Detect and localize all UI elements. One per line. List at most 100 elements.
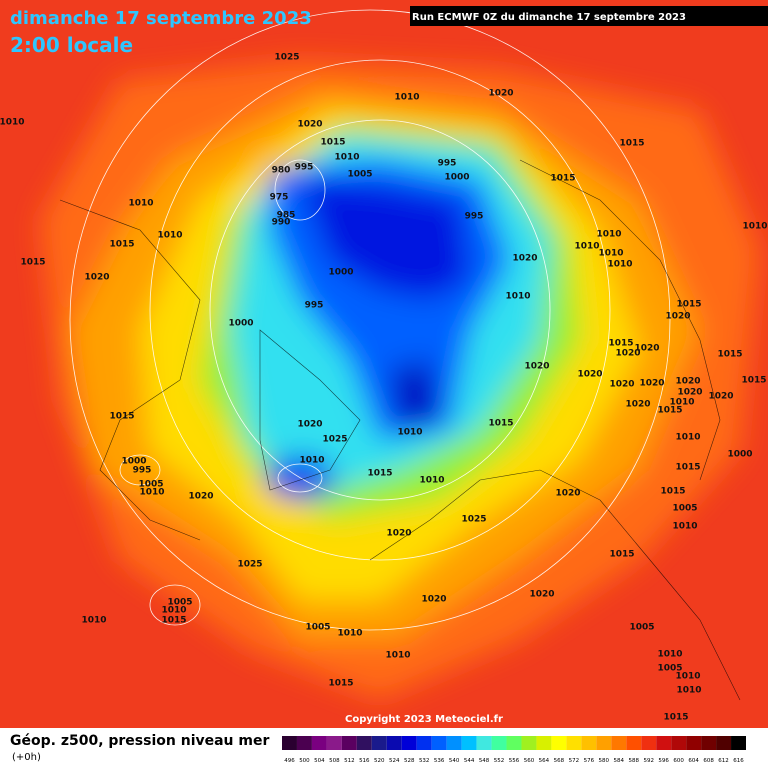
isobar-label: 1010 xyxy=(81,616,106,626)
run-label: Run ECMWF 0Z du dimanche 17 septembre 20… xyxy=(412,12,686,23)
isobar-label: 1015 xyxy=(609,550,634,560)
isobar-label: 1005 xyxy=(672,504,697,514)
isobar-label: 1015 xyxy=(109,412,134,422)
legend-value: 592 xyxy=(643,758,654,764)
isobar-label: 1025 xyxy=(237,560,262,570)
isobar-label: 1005 xyxy=(347,170,372,180)
isobar-label: 1020 xyxy=(297,120,322,130)
isobar-label: 1020 xyxy=(488,89,513,99)
date-title: dimanche 17 septembre 2023 xyxy=(10,8,312,29)
isobar-label: 1010 xyxy=(607,260,632,270)
isobar-label: 995 xyxy=(305,301,324,311)
legend-swatch xyxy=(386,736,402,750)
isobar-label: 990 xyxy=(272,218,291,228)
legend-swatch xyxy=(656,736,672,750)
isobar-label: 1005 xyxy=(305,623,330,633)
isobar-label: 1020 xyxy=(421,595,446,605)
isobar-label: 1015 xyxy=(657,406,682,416)
legend-swatch xyxy=(401,736,417,750)
legend-value: 548 xyxy=(479,758,490,764)
legend-swatch xyxy=(536,736,552,750)
isobar-label: 1020 xyxy=(84,273,109,283)
isobar-label: 1015 xyxy=(488,419,513,429)
legend-value: 552 xyxy=(494,758,505,764)
legend-value: 524 xyxy=(389,758,400,764)
legend-swatch xyxy=(641,736,657,750)
legend-value: 572 xyxy=(569,758,580,764)
isobar-label: 995 xyxy=(438,159,457,169)
legend-swatch xyxy=(566,736,582,750)
isobar-label: 1020 xyxy=(665,312,690,322)
isobar-label: 1020 xyxy=(529,590,554,600)
legend: 496 500 504 508 512 516 520 524 528 532 536 540 544 5… xyxy=(282,736,746,764)
isobar-label: 1015 xyxy=(20,258,45,268)
legend-value: 616 xyxy=(733,758,744,764)
isobar-label: 1015 xyxy=(619,139,644,149)
isobar-label: 1020 xyxy=(297,420,322,430)
isobar-label: 1010 xyxy=(394,93,419,103)
isobar-label: 1010 xyxy=(397,428,422,438)
legend-value: 596 xyxy=(658,758,669,764)
legend-swatch xyxy=(701,736,717,750)
isobar-label: 1010 xyxy=(742,222,767,232)
step-label: (+0h) xyxy=(12,752,41,763)
isobar-label: 1010 xyxy=(505,292,530,302)
legend-value: 568 xyxy=(554,758,565,764)
isobar-label: 1015 xyxy=(717,350,742,360)
legend-swatch xyxy=(611,736,627,750)
isobar-label: 1020 xyxy=(512,254,537,264)
isobar-label: 1010 xyxy=(669,398,694,408)
legend-value: 504 xyxy=(314,758,325,764)
isobar-label: 1000 xyxy=(121,457,146,467)
isobar-label: 995 xyxy=(295,163,314,173)
legend-value: 532 xyxy=(419,758,430,764)
legend-value: 540 xyxy=(449,758,460,764)
isobar-label: 995 xyxy=(465,212,484,222)
isobar-label: 1025 xyxy=(274,53,299,63)
legend-swatch xyxy=(551,736,567,750)
legend-swatch xyxy=(716,736,732,750)
isobar-label: 1015 xyxy=(663,713,688,723)
legend-swatch xyxy=(311,736,327,750)
legend-swatch xyxy=(671,736,687,750)
isobar-label: 1020 xyxy=(615,349,640,359)
isobar-label: 980 xyxy=(272,166,291,176)
legend-value: 608 xyxy=(703,758,714,764)
product-label: Géop. z500, pression niveau mer xyxy=(10,733,269,749)
isobar-label: 1015 xyxy=(320,138,345,148)
isobar-label: 1005 xyxy=(629,623,654,633)
legend-value: 544 xyxy=(464,758,475,764)
isobar-label: 1010 xyxy=(574,242,599,252)
isobar-label: 1015 xyxy=(676,300,701,310)
legend-swatch xyxy=(296,736,312,750)
isobar-label: 1020 xyxy=(609,380,634,390)
isobar-label: 1000 xyxy=(228,319,253,329)
isobar-label: 1020 xyxy=(577,370,602,380)
isobar-label: 985 xyxy=(277,211,296,221)
legend-swatch xyxy=(731,736,746,750)
isobar-label: 1015 xyxy=(675,463,700,473)
isobar-label: 1015 xyxy=(161,616,186,626)
legend-swatch xyxy=(371,736,387,750)
legend-value: 496 xyxy=(284,758,295,764)
legend-swatch xyxy=(476,736,492,750)
isobar-label: 1010 xyxy=(419,476,444,486)
legend-swatch xyxy=(431,736,447,750)
isobar-label: 1000 xyxy=(444,173,469,183)
legend-value: 516 xyxy=(359,758,370,764)
legend-value: 500 xyxy=(299,758,310,764)
isobar-label: 1025 xyxy=(461,515,486,525)
legend-swatch xyxy=(282,736,297,750)
legend-swatch xyxy=(326,736,342,750)
isobar-label: 1015 xyxy=(741,376,766,386)
legend-swatch xyxy=(446,736,462,750)
isobar-label: 1015 xyxy=(550,174,575,184)
isobar-label: 975 xyxy=(270,193,289,203)
legend-swatch xyxy=(626,736,642,750)
isobar-label: 1005 xyxy=(657,664,682,674)
time-label: 2:00 locale xyxy=(10,33,133,57)
isobar-label: 1020 xyxy=(639,379,664,389)
legend-value: 508 xyxy=(329,758,340,764)
isobar-label: 1020 xyxy=(634,344,659,354)
